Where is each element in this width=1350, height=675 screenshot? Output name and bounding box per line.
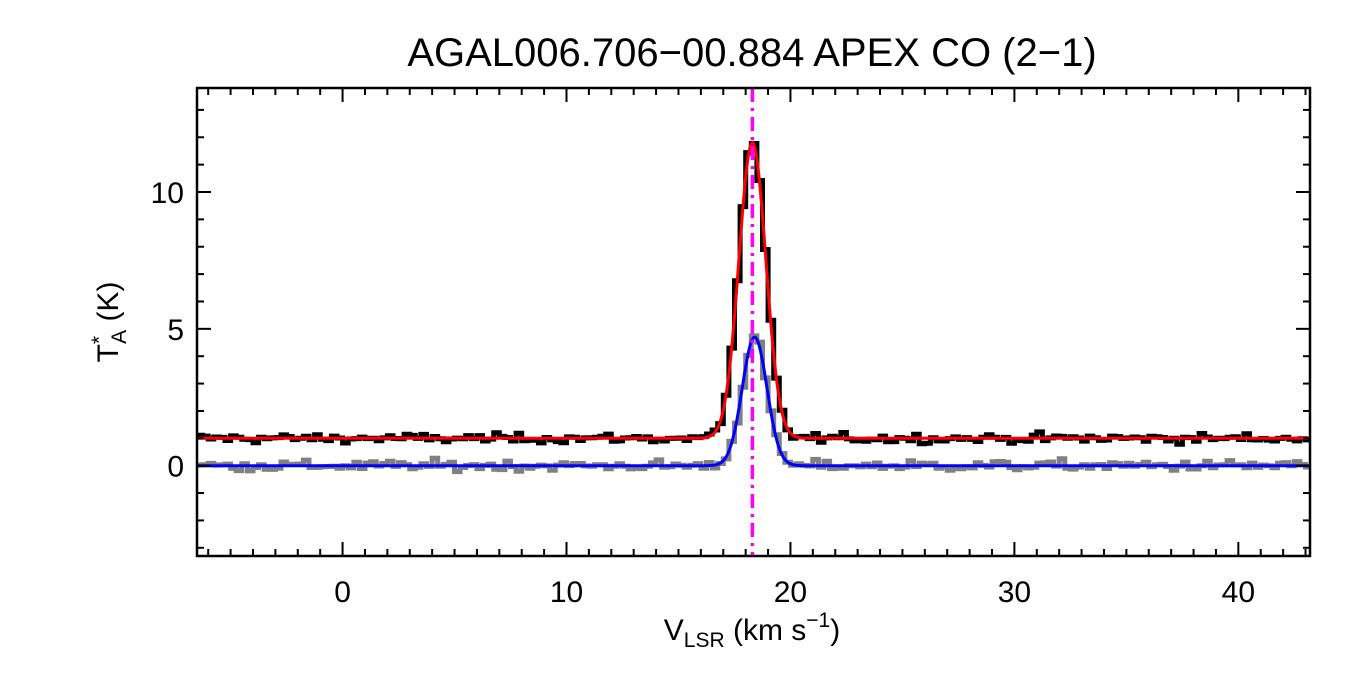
y-tick-label: 5 (167, 314, 184, 347)
chart-title: AGAL006.706−00.884 APEX CO (2−1) (407, 31, 1096, 75)
x-tick-label: 0 (334, 576, 351, 609)
fit-line-2 (197, 140, 1310, 440)
x-axis-title-sub: LSR (684, 629, 725, 652)
fit-line-3 (197, 335, 1310, 468)
y-axis-title-after: (K) (92, 282, 125, 330)
x-axis-title-close: ) (830, 614, 840, 647)
x-tick-label: 40 (1222, 576, 1255, 609)
x-axis-title: VLSR (km s−1) (664, 609, 840, 652)
y-axis-title: T*A (K) (88, 282, 131, 363)
x-tick-label: 30 (998, 576, 1031, 609)
x-tick-label: 10 (550, 576, 583, 609)
x-axis-title-main: V (664, 614, 684, 647)
y-axis-title-sup: * (88, 336, 111, 344)
x-tick-label: 20 (774, 576, 807, 609)
x-axis-title-sup: −1 (806, 609, 830, 632)
y-tick-label: 10 (151, 177, 184, 210)
y-axis-title-main: T (92, 344, 125, 362)
series-layer (197, 140, 1310, 475)
y-axis-title-sub: A (108, 330, 131, 344)
x-axis-title-after: (km s (725, 614, 807, 647)
plot-frame (195, 86, 1312, 558)
y-tick-label: 0 (167, 451, 184, 484)
